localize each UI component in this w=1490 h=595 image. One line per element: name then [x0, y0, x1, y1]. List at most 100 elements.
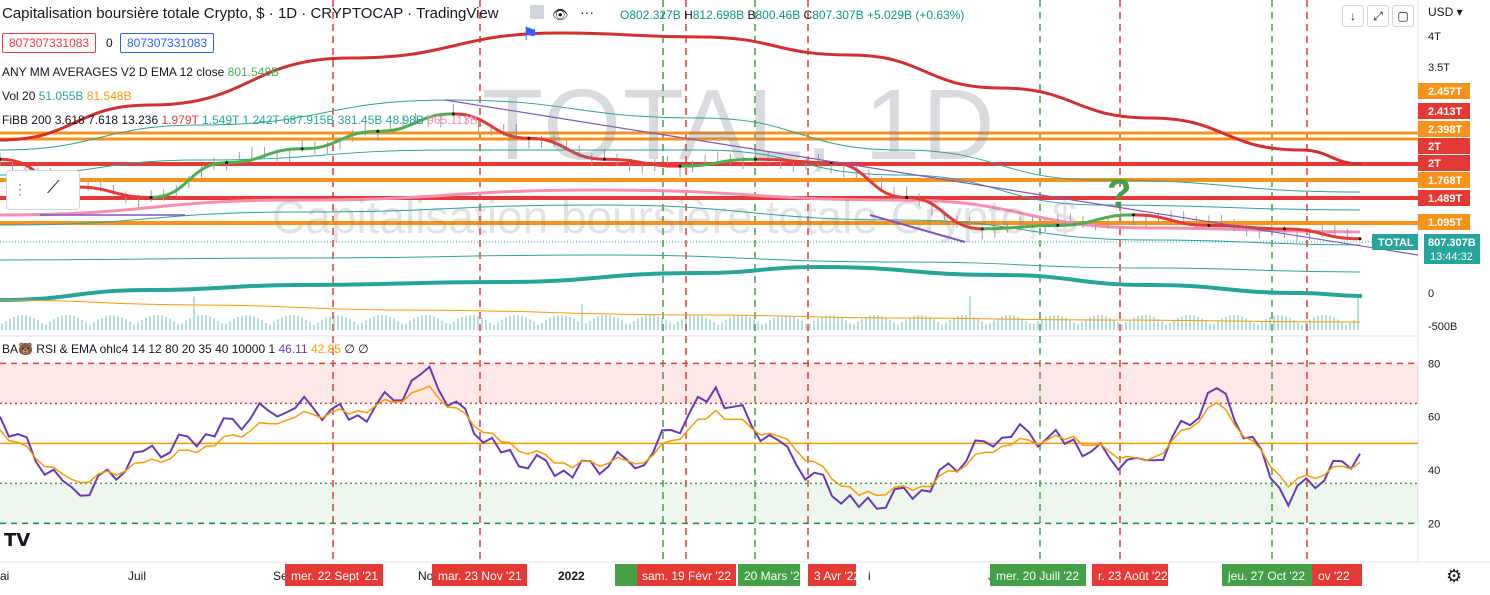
- price-point-2022-09: [1207, 223, 1211, 227]
- ohlc-readout: O802.327B H812.698B B800.46B C807.307B +…: [620, 8, 964, 22]
- date-tag-label: ov '22: [1318, 569, 1350, 583]
- date-tag-label: jeu. 27 Oct '22: [1227, 569, 1305, 583]
- drawing-toolbox[interactable]: ⋮ ⟋: [6, 170, 80, 210]
- spread-value: 0: [106, 36, 113, 50]
- currency-label: USD: [1428, 5, 1454, 19]
- legend-fibb[interactable]: FiBB 200 3.618 7.618 13.236 1.979T 1.549…: [2, 113, 478, 127]
- price-tag-label: 2.398T: [1428, 124, 1463, 136]
- price-point-2021-10: [376, 129, 380, 133]
- date-tag-box: [285, 564, 383, 586]
- price-tag-label: 2.413T: [1428, 106, 1463, 118]
- chart-title: Capitalisation boursière totale Crypto, …: [2, 5, 499, 22]
- date-tag-label: mer. 20 Juill '22: [996, 569, 1079, 583]
- restore-icon[interactable]: ▢: [1392, 5, 1414, 27]
- ema-segment: [1057, 213, 1134, 227]
- price-tag-label: 1.768T: [1428, 175, 1463, 187]
- settings-gear-icon[interactable]: ⚙: [1446, 566, 1463, 586]
- price-axis-label: -500B: [1428, 321, 1457, 333]
- ohlc-low: 800.46B: [755, 8, 801, 22]
- rsi-oversold-zone: [0, 483, 1418, 524]
- legend-fibb-v7: 965.113B: [427, 113, 478, 127]
- time-axis-partial-label: i: [868, 569, 871, 583]
- legend-fibb-v4: 687.915B: [282, 113, 335, 127]
- price-point-2022-03: [754, 157, 758, 161]
- price-point-2021-07: [149, 196, 153, 199]
- date-tag-label: mer. 22 Sept '21: [291, 569, 378, 583]
- ema-segment: [377, 112, 454, 133]
- price-axis-label: 4T: [1428, 31, 1441, 43]
- legend-fibb-v6: 48.98B: [385, 113, 424, 127]
- ema-segment: [453, 112, 529, 140]
- maximize-icon[interactable]: ⤢: [1367, 5, 1389, 27]
- legend-ema[interactable]: ANY MM AVERAGES V2 D EMA 12 close 801.54…: [2, 65, 279, 79]
- legend-ema-name: ANY MM AVERAGES V2 D EMA 12 close: [2, 65, 225, 79]
- legend-vol-name: Vol 20: [2, 89, 36, 103]
- price-point-2021-12: [527, 136, 531, 140]
- symbol-badge-label: TOTAL: [1378, 237, 1414, 249]
- date-tag-box: [636, 564, 736, 586]
- price-point-2022-07: [1056, 223, 1060, 227]
- price-point-2022-02: [678, 164, 682, 168]
- ema-segment: [755, 157, 832, 165]
- teal-average-line: [0, 264, 1363, 302]
- price-axis: 4T3.5T2.5T2T2T0-500B2.457T2.413T2.398T2T…: [1372, 31, 1480, 530]
- watermark-symbol: TOTAL, 1D: [482, 69, 997, 181]
- more-icon[interactable]: ···: [580, 4, 594, 20]
- eye-icon[interactable]: 👁: [552, 7, 569, 22]
- price-point-2021-11: [451, 112, 455, 116]
- volume-ma-line: [0, 299, 1361, 323]
- date-tag-box: [738, 564, 800, 586]
- ema-segment: [226, 147, 303, 165]
- sma-200-line: [0, 31, 1363, 166]
- date-tag-box: [1222, 564, 1314, 586]
- watermark-description: Capitalisation boursière totale Crypto, …: [272, 191, 1078, 243]
- price-tag-box: [1418, 190, 1470, 206]
- price-point-2021-09: [300, 147, 304, 151]
- legend-volume[interactable]: Vol 20 51.055B 81.548B: [2, 89, 132, 103]
- date-tag-box: [990, 564, 1086, 586]
- currency-selector[interactable]: USD ▾: [1428, 5, 1463, 19]
- trend-line-lower: [869, 214, 966, 243]
- ema-segment: [906, 196, 983, 231]
- date-tag-label: r. 23 Août '22: [1098, 569, 1168, 583]
- tradingview-logo-icon[interactable]: 𝗧𝗩: [4, 530, 31, 550]
- ema-segment: [151, 161, 227, 199]
- ema-segment: [831, 161, 907, 199]
- ema-segment: [982, 223, 1058, 231]
- legend-rsi-v2: 42.85: [310, 342, 341, 356]
- rsi-pane: [0, 362, 1418, 525]
- date-tag-box: [1312, 564, 1362, 586]
- date-tag-label: 3 Avr '22: [814, 569, 860, 583]
- price-tag-box: [1418, 214, 1470, 230]
- price-point-2021-05: [0, 157, 2, 161]
- price-tag-box: [1418, 103, 1470, 119]
- rsi-axis-label: 20: [1428, 518, 1440, 530]
- time-axis-label: 2022: [558, 569, 585, 583]
- legend-vol-v2: 81.548B: [86, 89, 132, 103]
- ohlc-close: 807.307B: [812, 8, 864, 22]
- price-tag-box: [1418, 121, 1470, 137]
- buy-price-box[interactable]: 807307331083: [120, 33, 215, 53]
- drag-handle-icon[interactable]: ⋮: [13, 181, 27, 197]
- ema-segment: [75, 185, 152, 199]
- envelope-line-3: [0, 204, 1361, 246]
- question-mark-annotation: ?: [1107, 172, 1132, 216]
- sell-price-box[interactable]: 807307331083: [2, 33, 97, 53]
- rsi-axis-label: 80: [1428, 358, 1440, 370]
- ohlc-change: +5.029B (+0.63%): [866, 8, 965, 22]
- price-point-2022-08: [1131, 213, 1135, 217]
- ohlc-open: O802.327B: [620, 8, 681, 22]
- legend-rsi[interactable]: BA🐻 RSI & EMA ohlc4 14 12 80 20 35 40 10…: [2, 342, 369, 356]
- trendline-tool-icon[interactable]: ⟋: [47, 177, 60, 197]
- date-tag-small: [615, 564, 637, 586]
- ema-segment: [1133, 213, 1209, 227]
- time-axis-label: Juil: [128, 569, 146, 583]
- hide-icon[interactable]: [530, 5, 544, 19]
- scroll-down-icon[interactable]: ↓: [1342, 5, 1364, 27]
- rsi-line: [0, 365, 1361, 510]
- price-tag-box: [1418, 138, 1470, 154]
- price-axis-label: 3.5T: [1428, 62, 1450, 74]
- last-price-value: 807.307B: [1428, 237, 1476, 249]
- legend-fibb-v1: 1.979T: [161, 113, 199, 127]
